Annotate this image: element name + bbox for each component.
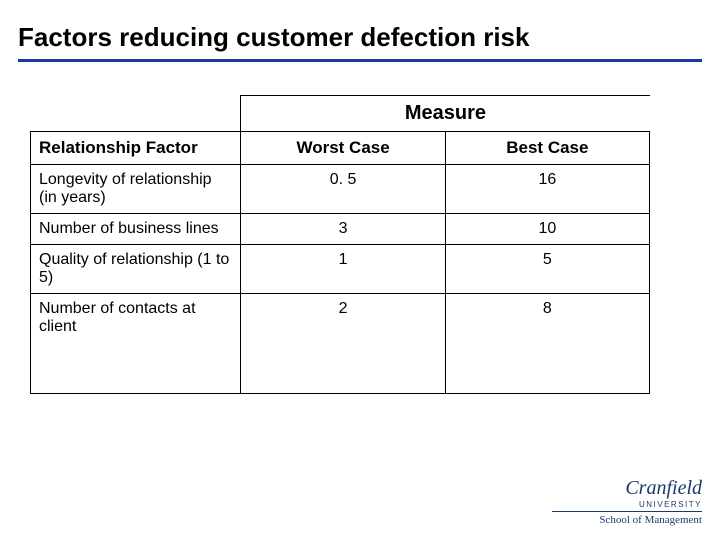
- col-header-best: Best Case: [445, 132, 649, 165]
- slide-title: Factors reducing customer defection risk: [18, 22, 702, 53]
- col-header-worst: Worst Case: [241, 132, 445, 165]
- row-label: Number of contacts at client: [31, 294, 241, 394]
- cell-worst: 3: [241, 214, 445, 245]
- table-row: Number of contacts at client 2 8: [31, 294, 650, 394]
- row-label: Longevity of relationship (in years): [31, 165, 241, 214]
- table-row: Number of business lines 3 10: [31, 214, 650, 245]
- measure-header: Measure: [241, 96, 650, 132]
- row-label: Number of business lines: [31, 214, 241, 245]
- cell-best: 8: [445, 294, 649, 394]
- logo-sub-2: School of Management: [552, 514, 702, 526]
- cell-worst: 0. 5: [241, 165, 445, 214]
- table-row: Longevity of relationship (in years) 0. …: [31, 165, 650, 214]
- cell-best: 16: [445, 165, 649, 214]
- logo-main-text: Cranfield: [552, 477, 702, 500]
- row-label: Quality of relationship (1 to 5): [31, 245, 241, 294]
- title-underline: [18, 59, 702, 62]
- logo-divider: [552, 511, 702, 512]
- col-header-factor: Relationship Factor: [31, 132, 241, 165]
- cell-best: 10: [445, 214, 649, 245]
- cell-worst: 2: [241, 294, 445, 394]
- title-area: Factors reducing customer defection risk: [0, 0, 720, 62]
- column-header-row: Relationship Factor Worst Case Best Case: [31, 132, 650, 165]
- measure-header-row: Measure: [31, 96, 650, 132]
- table-row: Quality of relationship (1 to 5) 1 5: [31, 245, 650, 294]
- factors-table-wrap: Measure Relationship Factor Worst Case B…: [30, 95, 650, 394]
- factors-table: Measure Relationship Factor Worst Case B…: [30, 95, 650, 394]
- slide: Factors reducing customer defection risk…: [0, 0, 720, 540]
- cell-worst: 1: [241, 245, 445, 294]
- logo-sub-1: UNIVERSITY: [552, 500, 702, 509]
- logo: Cranfield UNIVERSITY School of Managemen…: [552, 477, 702, 526]
- cell-best: 5: [445, 245, 649, 294]
- blank-top-left: [31, 96, 241, 132]
